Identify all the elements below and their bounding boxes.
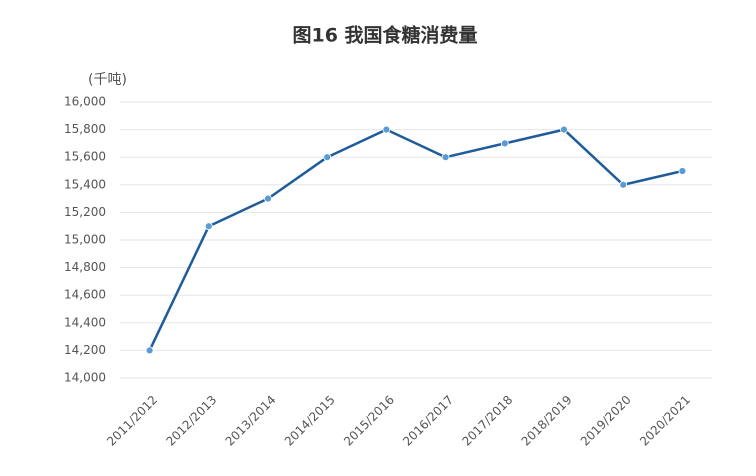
y-tick-label: 16,000: [64, 95, 106, 109]
data-point: [619, 180, 628, 189]
y-tick-label: 14,400: [64, 315, 106, 329]
data-point: [441, 153, 450, 162]
y-tick-label: 14,200: [64, 343, 106, 357]
data-point: [560, 125, 568, 134]
y-tick-label: 14,800: [64, 260, 106, 274]
data-point: [264, 194, 272, 203]
data-point: [145, 346, 154, 355]
y-tick-label: 15,600: [64, 150, 106, 164]
data-point: [204, 222, 213, 231]
y-tick-label: 14,000: [64, 371, 106, 385]
chart-title: 图16 我国食糖消费量: [292, 24, 477, 47]
data-point: [323, 153, 332, 162]
y-tick-label: 15,200: [64, 205, 106, 219]
data-point: [382, 125, 391, 134]
y-axis-label: (千吨): [88, 72, 127, 88]
y-tick-label: 15,800: [64, 122, 106, 136]
y-tick-label: 15,400: [64, 177, 106, 191]
data-point: [500, 139, 509, 148]
y-tick-label: 14,600: [64, 288, 106, 302]
y-tick-label: 15,000: [64, 233, 106, 247]
data-line: [148, 128, 683, 351]
data-point: [678, 167, 687, 175]
